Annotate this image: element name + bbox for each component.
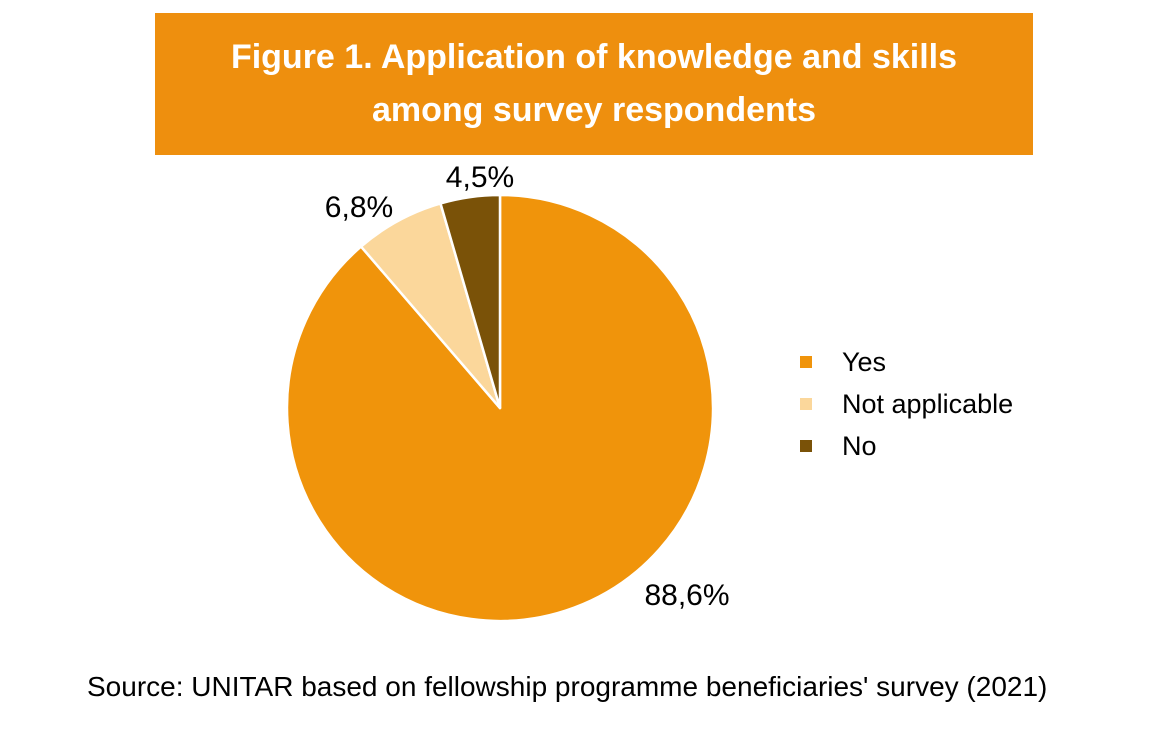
source-note: Source: UNITAR based on fellowship progr… (87, 671, 1048, 702)
legend-item-yes: Yes (800, 341, 1013, 383)
legend-label-not-applicable: Not applicable (842, 388, 1014, 419)
legend-label-yes: Yes (842, 346, 887, 377)
legend-item-not-applicable: Not applicable (800, 383, 1013, 425)
legend-swatch-not-applicable (800, 398, 812, 410)
legend-swatch-no (800, 440, 812, 452)
pie-label-yes: 88,6% (644, 579, 730, 612)
legend: Yes Not applicable No (800, 341, 1013, 467)
legend-item-no: No (800, 425, 1013, 467)
figure-title-banner: Figure 1. Application of knowledge and s… (155, 13, 1033, 155)
pie-label-no: 4,5% (445, 161, 515, 194)
legend-label-no: No (842, 430, 877, 461)
figure-title-line1: Figure 1. Application of knowledge and s… (230, 38, 958, 76)
legend-swatch-yes (800, 356, 812, 368)
pie-label-not-applicable: 6,8% (324, 191, 394, 224)
pie-slice-no (439, 193, 502, 410)
figure-title-line2: among survey respondents (371, 91, 816, 129)
